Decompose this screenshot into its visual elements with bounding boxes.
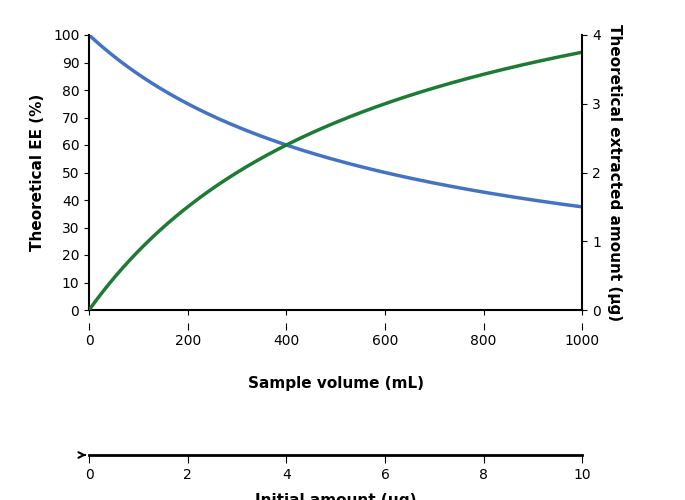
Y-axis label: Theoretical EE (%): Theoretical EE (%) (29, 94, 45, 251)
X-axis label: Initial amount (μg): Initial amount (μg) (255, 494, 416, 500)
Y-axis label: Theoretical extracted amount (μg): Theoretical extracted amount (μg) (607, 24, 622, 321)
X-axis label: Sample volume (mL): Sample volume (mL) (248, 376, 423, 391)
